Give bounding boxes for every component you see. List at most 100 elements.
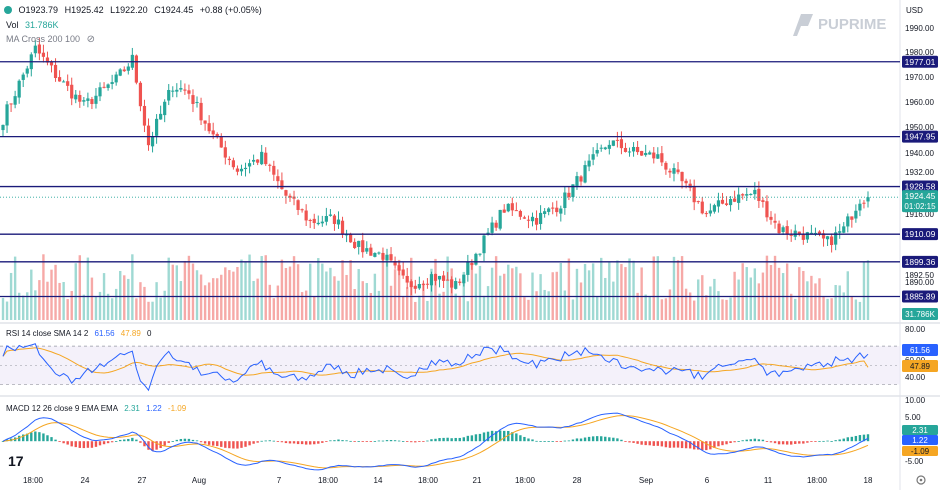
candle-body: [385, 254, 389, 261]
macd-histogram-bar: [86, 441, 90, 448]
candle-body: [543, 211, 547, 214]
volume-bar: [135, 298, 138, 320]
macd-histogram-bar: [211, 441, 215, 446]
volume-bar: [430, 268, 433, 320]
candle-body: [809, 232, 814, 234]
volume-bar: [721, 299, 724, 320]
volume-bar: [494, 256, 498, 320]
candle-body: [328, 214, 333, 216]
volume-bar: [207, 282, 211, 320]
candle-body: [373, 252, 377, 257]
macd-histogram-bar: [713, 441, 716, 448]
candle-body: [676, 169, 680, 173]
time-tick: 11: [764, 476, 773, 485]
macd-histogram-bar: [385, 440, 389, 442]
volume-bar: [826, 298, 829, 320]
candle-body: [753, 189, 757, 195]
macd-histogram-bar: [777, 441, 781, 445]
level-label: 1928.58: [905, 182, 936, 192]
macd-histogram-bar: [78, 441, 81, 448]
candle-body: [98, 87, 102, 97]
volume-bar: [248, 254, 251, 320]
volume-bar: [705, 295, 708, 320]
volume-bar: [300, 292, 304, 320]
rsi-line: [2, 343, 869, 392]
macd-histogram-bar: [252, 441, 255, 444]
candle-body: [825, 236, 830, 240]
last-price-tag: [902, 190, 938, 213]
volume-bar: [46, 281, 49, 320]
price-tick: 1990.00: [905, 24, 934, 33]
volume-bar: [199, 274, 203, 320]
level-lines: 1977.01 1947.95 1928.58 1910.09 1899.36 1885.…: [0, 55, 938, 303]
eye-hidden-icon[interactable]: ⊘: [86, 34, 95, 45]
volume-bar: [50, 269, 53, 320]
settings-gear-icon[interactable]: [916, 475, 926, 485]
macd-histogram-bar: [701, 441, 704, 451]
volume-bar: [595, 296, 599, 320]
candle-body: [591, 154, 595, 160]
candle-body: [195, 102, 199, 104]
volume-bar: [341, 260, 344, 320]
volume-bar: [313, 297, 316, 320]
candle-body: [587, 160, 591, 167]
candle-body: [344, 234, 349, 236]
candle-body: [640, 150, 644, 156]
volume-bar: [660, 299, 664, 320]
macd-histogram-bar: [785, 441, 789, 445]
candle-body: [797, 231, 801, 235]
volume-bar: [535, 291, 538, 320]
macd-histogram-bar: [183, 438, 187, 442]
volume-bar: [74, 263, 77, 320]
candle-body: [393, 261, 397, 266]
macd-histogram-bar: [203, 441, 207, 444]
macd-histogram-bar: [106, 441, 110, 444]
candle-body: [781, 227, 785, 232]
macd-histogram-bar: [725, 441, 728, 445]
volume-bar: [94, 296, 98, 320]
macd-histogram-bar: [46, 435, 49, 442]
macd-histogram-bar: [822, 440, 825, 442]
candle-body: [494, 222, 498, 228]
volume-bar: [717, 291, 720, 320]
level-tag: [902, 55, 938, 68]
macd-histogram-bar: [240, 441, 243, 448]
volume-bar: [276, 285, 280, 320]
macd-histogram-bar: [30, 432, 33, 442]
candle-body: [211, 130, 215, 135]
candle-body: [450, 279, 454, 288]
macd-histogram-bar: [329, 440, 332, 442]
volume-bar: [656, 256, 660, 320]
macd-histogram-bar: [765, 441, 769, 442]
macd-histogram-bar: [119, 439, 122, 442]
macd-histogram-bar: [313, 441, 316, 445]
candle-body: [486, 232, 490, 235]
macd-histogram-bar: [365, 441, 368, 442]
volume-bar: [511, 268, 514, 320]
macd-histogram-bar: [604, 436, 607, 442]
candle-body: [579, 176, 583, 182]
macd-histogram-bar: [628, 441, 631, 443]
volume-bar: [369, 292, 373, 320]
time-axis: 18:00 24 27 Aug 7 18:00 14 18:00 21 18:00 28 Sep 6 11…: [23, 476, 873, 485]
candle-body: [413, 285, 417, 289]
volume-bar: [66, 299, 69, 320]
volume-bar: [414, 301, 417, 320]
candle-body: [41, 52, 46, 57]
macd-line: [2, 412, 869, 471]
macd-histogram-bar: [296, 441, 300, 445]
macd-histogram-bar: [579, 438, 583, 442]
macd-histogram-bar: [66, 441, 69, 445]
volume-bar: [22, 295, 25, 320]
candle-body: [231, 160, 235, 168]
volume-bar: [175, 265, 179, 320]
volume-bar: [575, 268, 579, 320]
candle-body: [429, 274, 434, 286]
volume-bar: [244, 261, 247, 320]
volume-bar: [345, 274, 348, 320]
macd-histogram-bar: [802, 441, 805, 444]
candle-body: [866, 197, 870, 202]
macd-histogram-bar: [652, 441, 655, 446]
volume-bar: [854, 299, 858, 320]
